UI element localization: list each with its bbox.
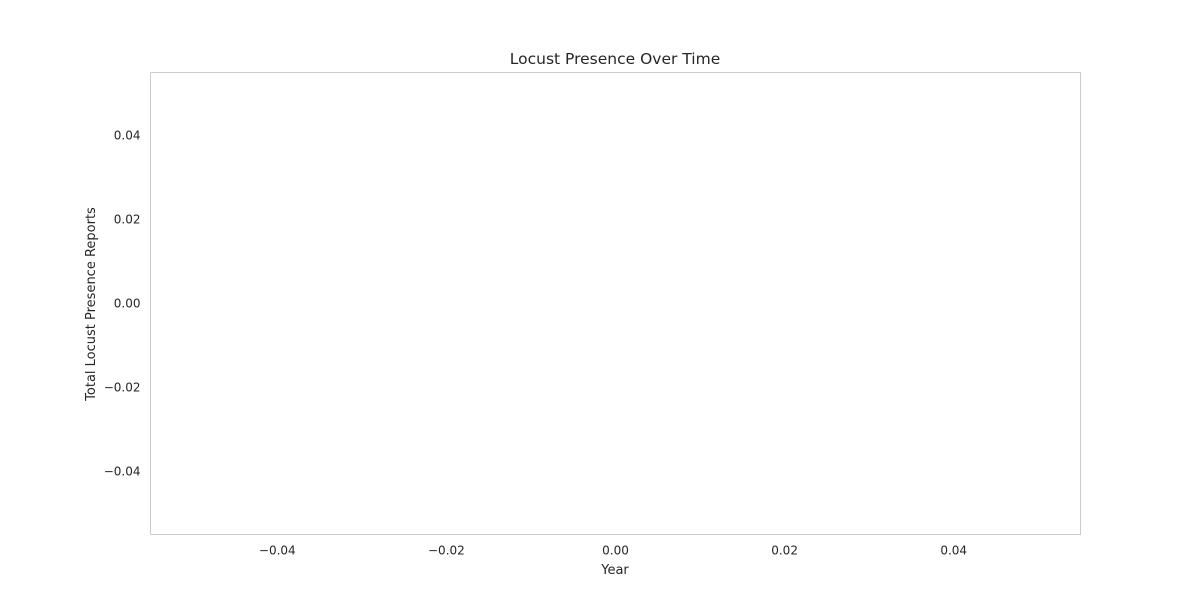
y-tick-label: −0.04 xyxy=(104,465,141,479)
y-tick-label: 0.00 xyxy=(114,297,141,311)
x-tick-label: 0.04 xyxy=(940,544,967,558)
x-tick-label: 0.00 xyxy=(602,544,629,558)
y-tick-label: 0.04 xyxy=(114,129,141,143)
y-tick-label: 0.02 xyxy=(114,213,141,227)
y-axis-label: Total Locust Presence Reports xyxy=(84,207,99,402)
y-axis-ticks: 0.04 0.02 0.00 −0.02 −0.04 xyxy=(104,129,141,479)
x-tick-label: −0.02 xyxy=(428,544,465,558)
x-tick-label: −0.04 xyxy=(259,544,296,558)
chart-title: Locust Presence Over Time xyxy=(510,50,720,68)
x-axis-label: Year xyxy=(600,563,629,578)
x-axis-ticks: −0.04 −0.02 0.00 0.02 0.04 xyxy=(259,544,967,558)
plot-area xyxy=(150,72,1081,535)
x-tick-label: 0.02 xyxy=(771,544,798,558)
y-tick-label: −0.02 xyxy=(104,381,141,395)
